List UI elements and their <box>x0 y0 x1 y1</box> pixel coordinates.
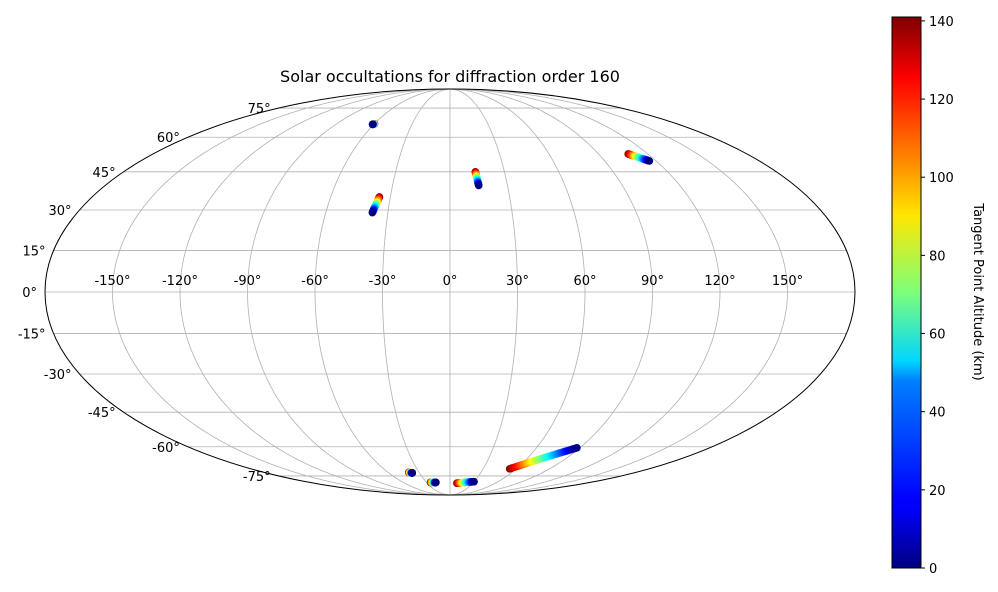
grid-meridian <box>247 89 451 495</box>
longitude-tick-label: 0° <box>443 274 458 289</box>
grid-meridian <box>314 89 451 495</box>
grid-meridian <box>449 89 721 495</box>
longitude-tick-label: -150° <box>94 274 130 289</box>
colorbar-tick-label: 120 <box>929 93 954 108</box>
chart-title: Solar occultations for diffraction order… <box>280 67 620 86</box>
data-point <box>432 478 440 487</box>
data-points <box>368 119 654 487</box>
colorbar-tick-label: 80 <box>929 249 946 264</box>
longitude-tick-label: 30° <box>506 274 529 289</box>
data-point <box>573 444 581 452</box>
data-point <box>474 181 483 190</box>
colorbar-label: Tangent Point Altitude (km) <box>970 202 985 380</box>
grid-meridian <box>449 89 518 495</box>
latitude-tick-label: -75° <box>243 470 271 485</box>
grid-meridian <box>449 89 653 495</box>
longitude-tick-label: 150° <box>772 274 803 289</box>
grid-meridian <box>179 89 451 495</box>
data-point <box>408 469 417 477</box>
longitude-tick-label: -60° <box>301 274 329 289</box>
data-point <box>470 477 478 486</box>
longitude-tick-label: 60° <box>573 274 596 289</box>
longitude-tick-label: -30° <box>369 274 397 289</box>
data-point <box>368 208 377 217</box>
latitude-tick-label: 45° <box>93 166 116 181</box>
colorbar-tick-label: 20 <box>929 484 946 499</box>
grid-meridian <box>449 89 788 495</box>
colorbar-ticks: 0 20 40 60 80 100 120 140 <box>921 15 954 577</box>
map-grid <box>45 89 855 495</box>
colorbar-tick-label: 0 <box>929 562 937 577</box>
latitude-tick-labels: 75° 60° 45° 30° 15° 0° -15° -30° -45° -60° -75° <box>18 102 271 485</box>
data-point <box>368 120 377 129</box>
latitude-tick-label: 0° <box>22 286 37 301</box>
colorbar <box>891 16 922 569</box>
latitude-tick-label: 75° <box>248 102 271 117</box>
longitude-tick-labels: -150° -120° -90° -60° -30° 0° 30° 60° 90° 120° 150… <box>94 274 803 289</box>
latitude-tick-label: -30° <box>44 368 72 383</box>
longitude-tick-label: 120° <box>704 274 735 289</box>
colorbar-tick-label: 40 <box>929 406 946 421</box>
map-boundary <box>44 88 856 496</box>
grid-meridian <box>112 89 451 495</box>
colorbar-tick-label: 60 <box>929 328 946 343</box>
colorbar-tick-label: 140 <box>929 15 954 30</box>
latitude-tick-label: 30° <box>48 204 71 219</box>
longitude-tick-label: -120° <box>162 274 198 289</box>
longitude-tick-label: -90° <box>234 274 262 289</box>
longitude-tick-label: 90° <box>641 274 664 289</box>
latitude-tick-label: 15° <box>23 244 46 259</box>
latitude-tick-label: 60° <box>157 131 180 146</box>
grid-meridian <box>449 89 586 495</box>
latitude-tick-label: -45° <box>88 406 116 421</box>
data-point <box>645 157 654 165</box>
grid-meridian <box>382 89 451 495</box>
latitude-tick-label: -60° <box>152 441 180 456</box>
colorbar-tick-label: 100 <box>929 171 954 186</box>
latitude-tick-label: -15° <box>18 328 46 343</box>
